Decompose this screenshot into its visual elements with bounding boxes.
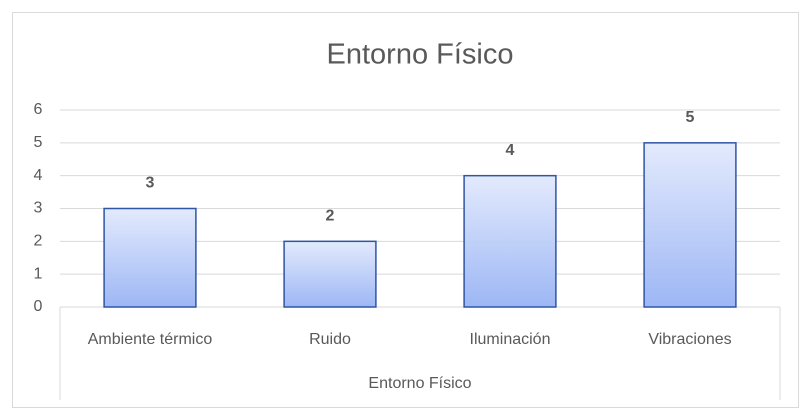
data-label: 5 (686, 109, 695, 126)
y-tick-label: 0 (34, 298, 43, 315)
y-tick-label: 6 (34, 101, 43, 118)
x-tick-label: Ambiente térmico (88, 331, 213, 348)
data-label: 2 (326, 208, 335, 225)
x-axis-label: Entorno Físico (368, 375, 471, 392)
bar (283, 240, 377, 308)
y-tick-label: 3 (34, 200, 43, 217)
y-tick-label: 5 (34, 134, 43, 151)
y-tick-label: 2 (34, 233, 43, 250)
x-tick-label: Iluminación (470, 331, 551, 348)
data-label: 4 (506, 142, 515, 159)
chart-title: Entorno Físico (327, 39, 514, 71)
x-tick-label: Vibraciones (648, 331, 731, 348)
bar (643, 142, 737, 308)
bar (103, 207, 197, 308)
y-tick-label: 4 (34, 167, 43, 184)
y-tick-label: 1 (34, 265, 43, 282)
data-label: 3 (146, 175, 155, 192)
x-tick-label: Ruido (309, 331, 351, 348)
bar (463, 174, 557, 308)
